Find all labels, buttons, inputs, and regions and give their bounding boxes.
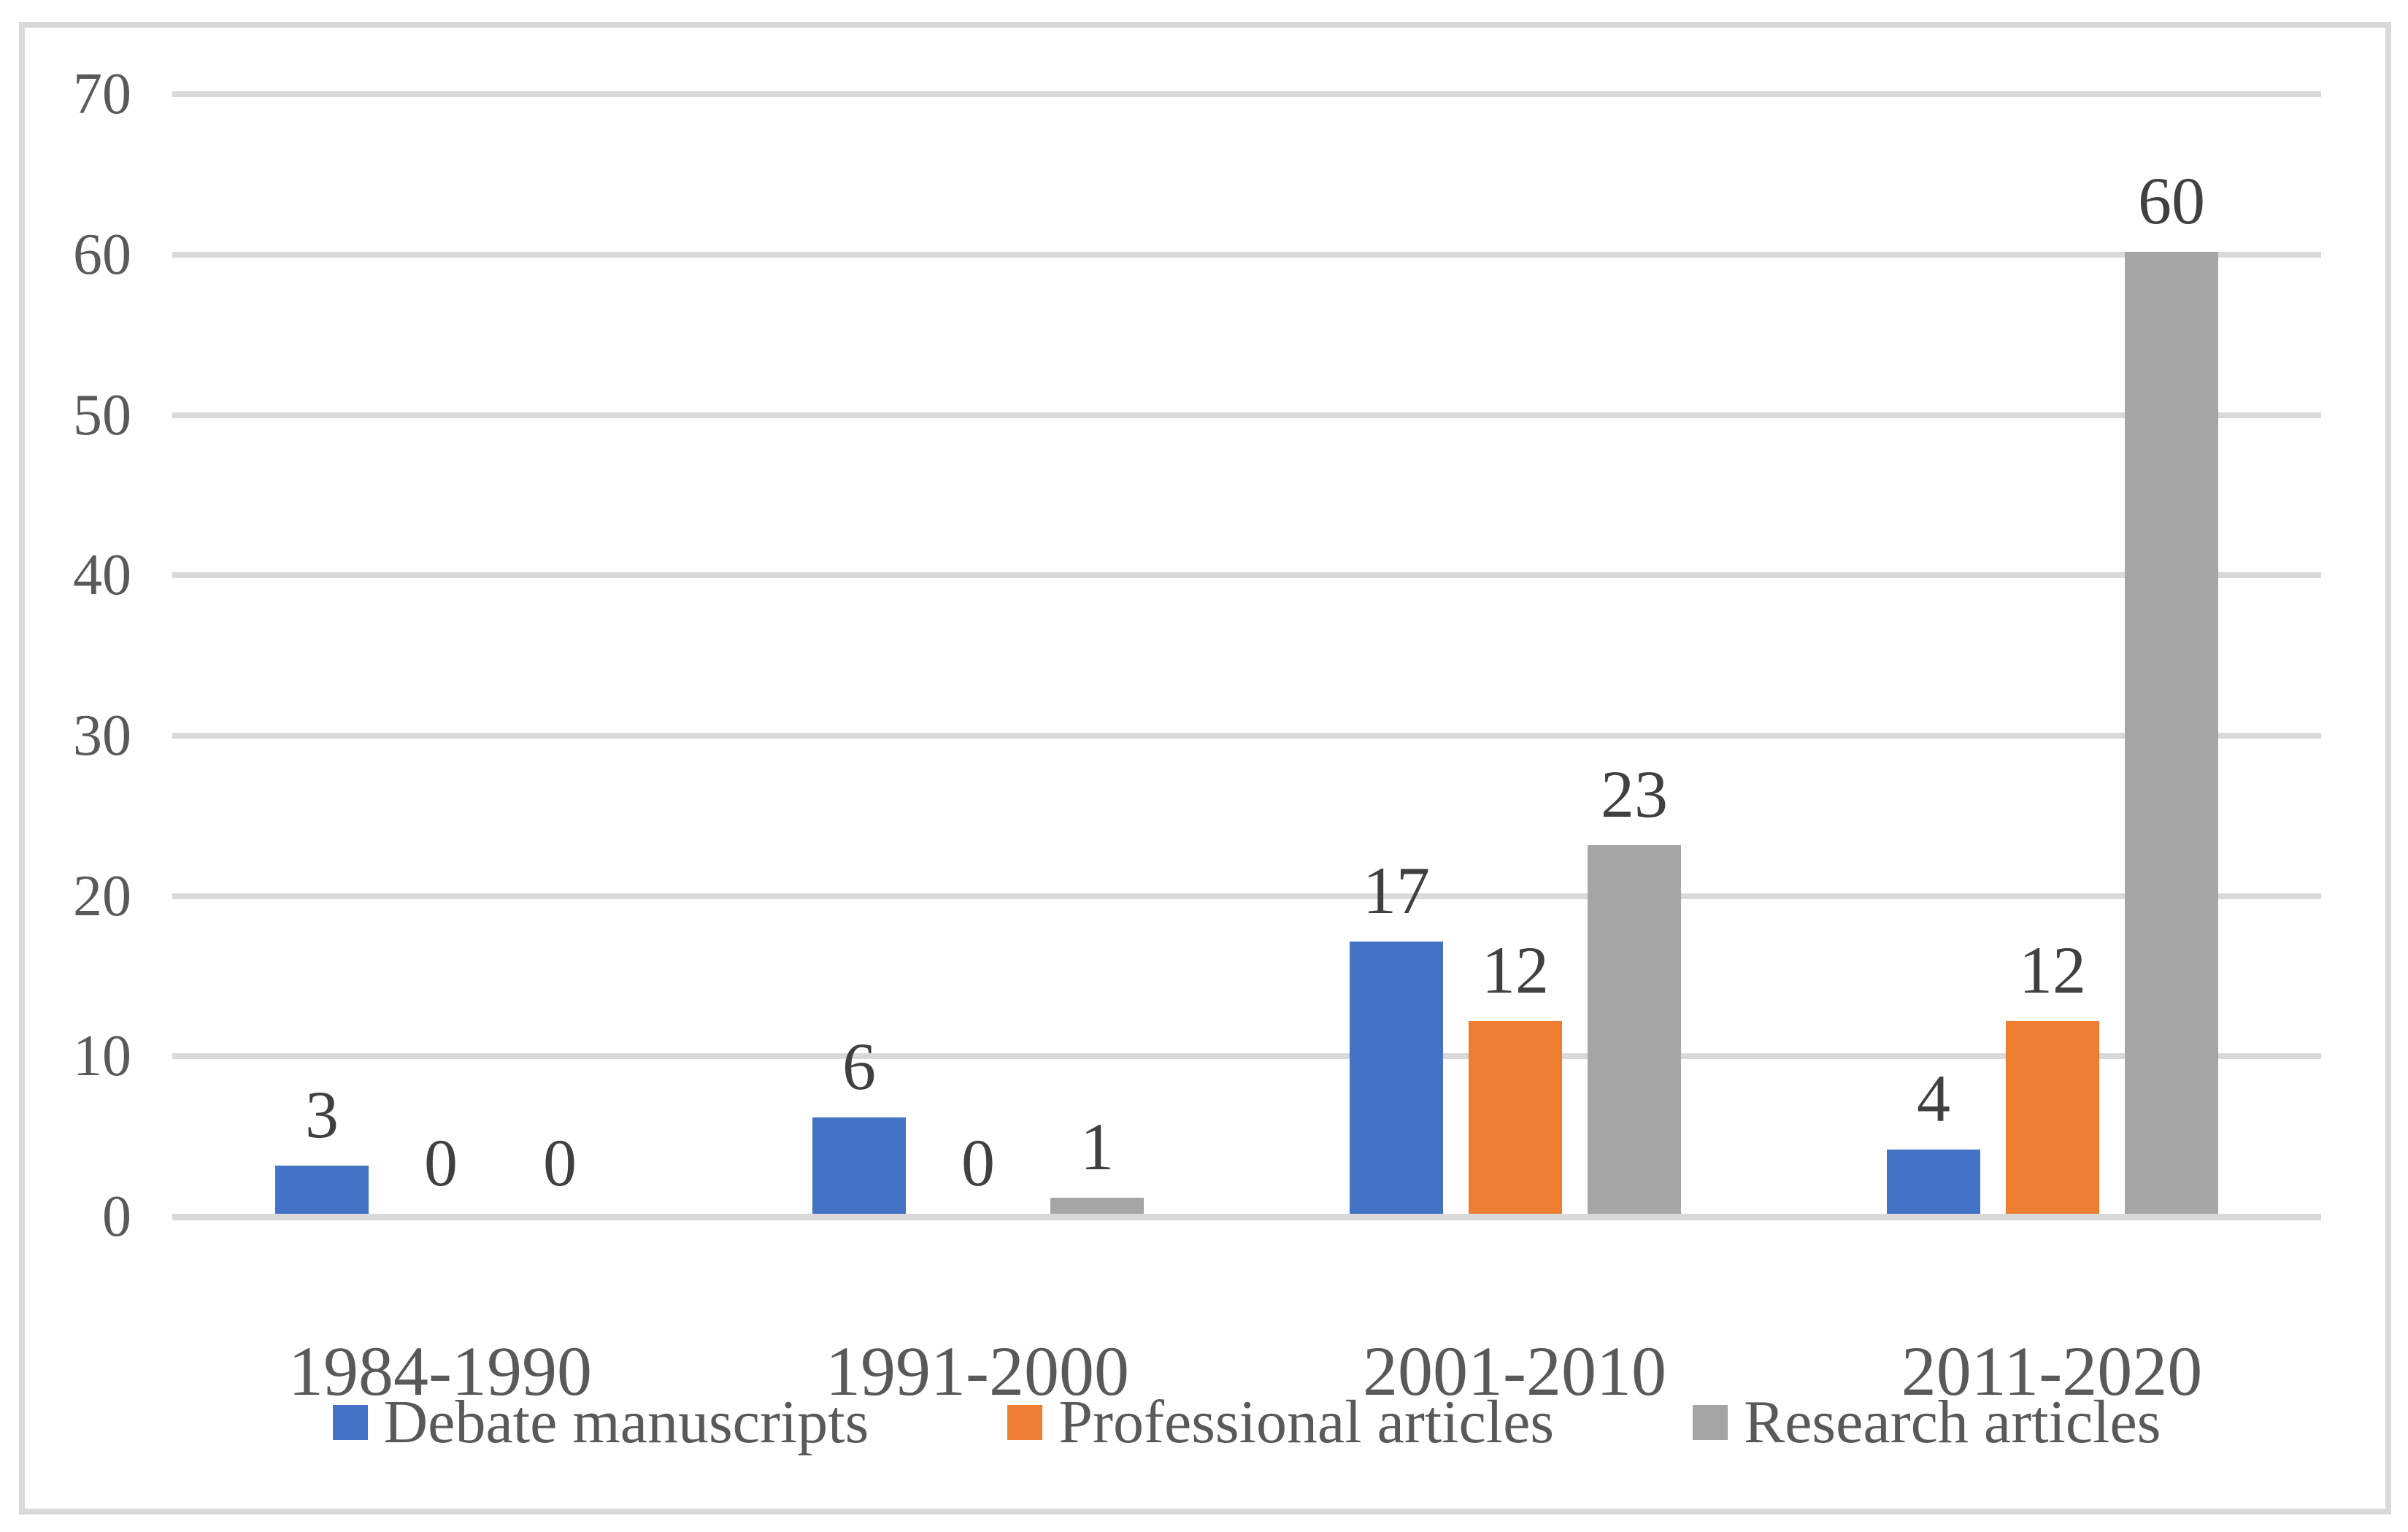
bar-debate-2001-2010 bbox=[1350, 942, 1443, 1214]
gridline-50 bbox=[172, 412, 2321, 418]
gridline-20 bbox=[172, 893, 2321, 899]
x-axis-label-1991-2000: 1991-2000 bbox=[826, 1332, 1129, 1410]
bar-professional-2001-2010 bbox=[1469, 1021, 1562, 1214]
data-label-professional-1991-2000: 0 bbox=[961, 1125, 995, 1200]
bar-research-1991-2000 bbox=[1050, 1198, 1144, 1214]
y-axis-label-10: 10 bbox=[73, 1024, 131, 1088]
x-axis-label-2011-2020: 2011-2020 bbox=[1901, 1332, 2203, 1410]
gridline-10 bbox=[172, 1053, 2321, 1059]
bar-research-2001-2010 bbox=[1588, 845, 1681, 1214]
gridline-70 bbox=[172, 91, 2321, 97]
data-label-debate-2011-2020: 4 bbox=[1917, 1061, 1950, 1136]
y-axis-label-40: 40 bbox=[73, 543, 131, 607]
data-label-research-2011-2020: 60 bbox=[2138, 163, 2205, 238]
data-label-professional-2001-2010: 12 bbox=[1482, 933, 1549, 1007]
legend: Debate manuscripts Professional articles… bbox=[172, 1386, 2321, 1459]
x-axis-line bbox=[172, 1214, 2321, 1220]
chart-frame bbox=[19, 22, 2391, 1514]
legend-label-debate: Debate manuscripts bbox=[383, 1388, 869, 1456]
legend-item-debate-manuscripts: Debate manuscripts bbox=[332, 1388, 869, 1456]
legend-item-research-articles: Research articles bbox=[1693, 1392, 2161, 1453]
y-axis-label-60: 60 bbox=[73, 223, 131, 287]
legend-item-professional-articles: Professional articles bbox=[1007, 1392, 1554, 1453]
y-axis-label-50: 50 bbox=[73, 383, 131, 447]
y-axis-label-20: 20 bbox=[73, 864, 131, 928]
y-axis-label-0: 0 bbox=[102, 1185, 131, 1249]
data-label-research-1991-2000: 1 bbox=[1080, 1109, 1114, 1184]
bar-research-2011-2020 bbox=[2125, 252, 2218, 1214]
legend-label-research: Research articles bbox=[1744, 1388, 2161, 1456]
gridline-40 bbox=[172, 572, 2321, 578]
y-axis-label-30: 30 bbox=[73, 704, 131, 768]
bar-debate-2011-2020 bbox=[1887, 1150, 1980, 1214]
data-label-debate-1984-1990: 3 bbox=[305, 1077, 339, 1152]
bar-debate-1984-1990 bbox=[275, 1166, 369, 1214]
legend-swatch-debate-icon bbox=[332, 1405, 368, 1440]
gridline-30 bbox=[172, 733, 2321, 739]
data-label-debate-2001-2010: 17 bbox=[1363, 853, 1430, 928]
data-label-research-2001-2010: 23 bbox=[1601, 757, 1668, 831]
y-axis-label-70: 70 bbox=[73, 62, 131, 126]
bar-professional-2011-2020 bbox=[2006, 1021, 2099, 1214]
data-label-research-1984-1990: 0 bbox=[543, 1125, 577, 1200]
bar-debate-1991-2000 bbox=[812, 1117, 906, 1214]
gridline-60 bbox=[172, 252, 2321, 258]
legend-swatch-research-icon bbox=[1693, 1405, 1728, 1440]
data-label-debate-1991-2000: 6 bbox=[842, 1029, 876, 1104]
legend-swatch-professional-icon bbox=[1007, 1405, 1043, 1440]
x-axis-label-1984-1990: 1984-1990 bbox=[288, 1332, 592, 1410]
legend-label-professional: Professional articles bbox=[1058, 1388, 1555, 1456]
data-label-professional-1984-1990: 0 bbox=[424, 1125, 458, 1200]
x-axis-label-2001-2010: 2001-2010 bbox=[1363, 1332, 1666, 1410]
data-label-professional-2011-2020: 12 bbox=[2019, 933, 2086, 1007]
